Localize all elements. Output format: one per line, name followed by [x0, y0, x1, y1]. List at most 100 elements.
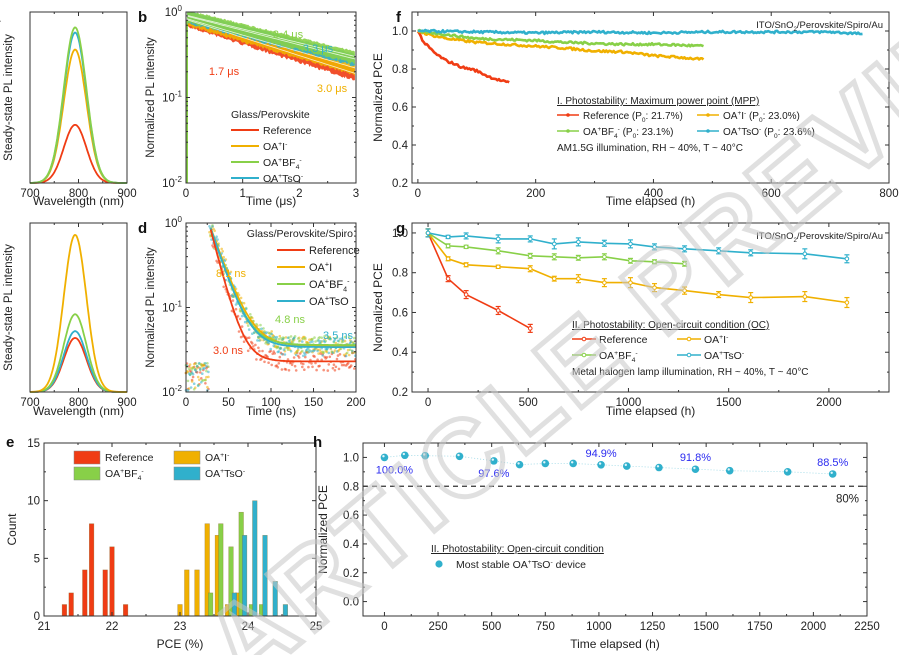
data-point-reference — [269, 349, 273, 353]
legend-title: II. Photostability: Open-circuit conditi… — [572, 320, 769, 331]
data-point-oa_i — [346, 348, 350, 352]
data-point-oa_bf4 — [267, 331, 270, 335]
data-point-oa_tso — [200, 381, 203, 384]
y-tick-label: 0.0 — [343, 597, 359, 609]
data-point-reference — [261, 349, 264, 353]
legend-marker — [686, 352, 692, 358]
data-point-reference — [335, 357, 339, 361]
data-point-reference — [204, 382, 207, 385]
data-point-oa_i — [270, 330, 274, 333]
y-tick-label: 0.4 — [343, 539, 360, 551]
text-span: OA — [263, 157, 278, 169]
y-tick-label: 0.2 — [392, 178, 408, 190]
text-span: 10 — [162, 387, 175, 399]
data-point-reference — [290, 363, 294, 367]
legend-label: OA+BF4- — [599, 350, 638, 364]
y-axis-label: Normalized PL intensity — [145, 37, 157, 158]
text-span: - — [285, 141, 287, 148]
mpp-trace-reference — [416, 30, 510, 84]
data-point-oa_tso — [280, 352, 284, 356]
data-point-reference — [237, 330, 241, 333]
data-point-reference — [300, 362, 303, 365]
y-tick-label: 0.6 — [392, 102, 408, 114]
legend-label: OA+I- — [263, 141, 287, 153]
data-point-reference — [292, 356, 296, 359]
data-point-oa_bf4 — [296, 337, 300, 340]
panel-label-d: d — [138, 220, 147, 237]
data-point-oa_bf4 — [246, 324, 250, 327]
data-point-oa_bf4 — [311, 337, 314, 341]
x-tick-label: 2250 — [854, 621, 880, 633]
text-span: OA — [723, 111, 738, 122]
data-point-oa_i — [716, 292, 721, 297]
legend-label: OA+TsO- — [205, 468, 245, 480]
text-span: 0 — [633, 133, 637, 140]
data-point-oa_i — [342, 353, 346, 357]
data-point-reference — [331, 366, 335, 370]
y-axis-label: Normalized PL intensity — [145, 247, 157, 368]
legend-swatch — [73, 450, 101, 465]
x-tick-label: 2000 — [801, 621, 827, 633]
data-point-oa_bf4 — [295, 350, 299, 353]
data-point-oa_tso — [198, 361, 201, 365]
data-point-oa_tso — [258, 339, 261, 342]
data-point-reference — [234, 307, 238, 311]
data-point-highlight — [785, 469, 788, 472]
data-point-reference — [346, 361, 350, 365]
data-point-oa_tso — [243, 320, 247, 324]
data-point-reference — [230, 309, 234, 313]
data-point-oa_tso — [191, 372, 195, 376]
data-point-oa_tso — [189, 386, 193, 389]
data-point-oa_i — [242, 301, 246, 305]
data-point — [597, 460, 605, 469]
data-point-oa_tso — [602, 240, 607, 246]
data-point-oa_tso — [313, 349, 316, 352]
x-tick-label: 900 — [117, 188, 136, 200]
legend-marker — [706, 129, 710, 133]
text-span: : 23.6%) — [778, 127, 815, 138]
text-span: 10 — [162, 303, 175, 315]
data-point-oa_bf4 — [351, 351, 354, 355]
x-tick-label: 1000 — [586, 621, 612, 633]
retention-label: 97.6% — [478, 468, 509, 480]
data-point-reference — [242, 340, 246, 344]
data-point-reference — [254, 343, 257, 347]
text-span: : 21.7%) — [646, 111, 683, 122]
plot-frame — [411, 222, 890, 393]
data-point-reference — [325, 356, 329, 359]
data-point-oa_bf4 — [192, 388, 196, 391]
x-axis-label: Wavelength (nm) — [33, 194, 124, 208]
data-point-oa_tso — [283, 353, 287, 356]
fit-line — [185, 14, 357, 58]
legend-label: Reference — [263, 125, 312, 137]
x-tick-label: 100 — [261, 397, 280, 409]
data-point-oa_bf4 — [186, 379, 190, 383]
text-span: (P — [746, 111, 759, 122]
x-tick-label: 800 — [879, 188, 898, 200]
text-span: + — [278, 157, 282, 164]
data-point-oa_bf4 — [318, 336, 321, 339]
text-span: + — [597, 126, 601, 133]
data-point-reference — [238, 317, 242, 321]
data-point-reference — [340, 363, 344, 367]
text-span: - — [227, 452, 229, 459]
text-span: - — [141, 468, 143, 475]
text-span: + — [528, 559, 532, 566]
y-tick-label: 1.0 — [392, 26, 408, 38]
text-span: Most stable OA — [456, 559, 528, 571]
data-point-reference — [245, 336, 249, 340]
text-span: - — [759, 126, 761, 133]
text-span: I — [329, 262, 332, 274]
y-tick-label: 1.0 — [343, 452, 359, 464]
x-tick-label: 1500 — [693, 621, 719, 633]
legend-label: Reference — [599, 334, 648, 346]
data-point-highlight — [382, 455, 385, 458]
legend-label: OA+I — [309, 261, 332, 274]
text-span: Reference — [263, 125, 312, 137]
data-point-reference — [267, 361, 270, 365]
data-point-reference — [276, 366, 280, 369]
data-point-oa_bf4 — [602, 254, 607, 260]
x-tick-label: 900 — [117, 397, 136, 409]
data-point-oa_i — [802, 294, 808, 299]
text-span: (P — [620, 127, 633, 138]
